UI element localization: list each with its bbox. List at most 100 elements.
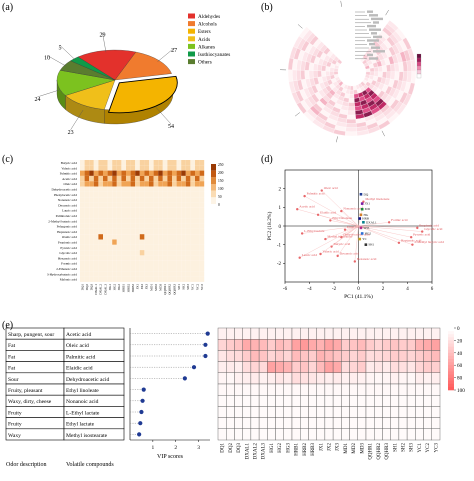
heat-cell bbox=[84, 207, 90, 213]
heat-cell bbox=[300, 350, 309, 362]
heat-cell bbox=[199, 160, 205, 166]
heat-cell bbox=[116, 276, 122, 282]
heat-column-label: SH3 bbox=[410, 443, 415, 452]
heat-cell bbox=[431, 327, 441, 340]
heat-cell bbox=[195, 165, 200, 171]
heat-cell bbox=[89, 228, 94, 235]
heat-cell bbox=[93, 255, 99, 261]
heat-cell bbox=[135, 160, 140, 166]
column-label: QQHR3 bbox=[172, 284, 176, 295]
heat-cell bbox=[84, 228, 90, 235]
heat-cell bbox=[226, 383, 235, 396]
colorbar-cell bbox=[448, 343, 454, 347]
heat-cell bbox=[190, 160, 195, 166]
heat-cell bbox=[80, 186, 85, 192]
heat-cell bbox=[423, 350, 432, 362]
heat-cell bbox=[242, 394, 252, 407]
heat-cell bbox=[121, 223, 126, 229]
heat-cell bbox=[217, 417, 227, 429]
heat-cell bbox=[308, 361, 317, 373]
heat-cell bbox=[258, 339, 268, 351]
heat-cell bbox=[332, 361, 342, 373]
heat-cell bbox=[167, 266, 172, 272]
heat-cell bbox=[349, 428, 358, 441]
heat-cell bbox=[126, 266, 131, 272]
compound-label: Pyruvic acid bbox=[413, 233, 430, 237]
heat-cell bbox=[98, 239, 103, 245]
heat-cell bbox=[341, 361, 350, 373]
heat-cell bbox=[158, 255, 163, 261]
heat-cell bbox=[406, 339, 416, 351]
heat-cell bbox=[195, 191, 200, 198]
odor-text: Waxy bbox=[8, 433, 21, 439]
heat-cell bbox=[112, 260, 117, 266]
ring-cell bbox=[377, 71, 383, 78]
heat-cell bbox=[107, 244, 113, 251]
heat-cell bbox=[185, 260, 191, 266]
heat-cell bbox=[167, 202, 172, 208]
heat-cell bbox=[139, 207, 145, 213]
heat-cell bbox=[116, 228, 122, 235]
heat-cell bbox=[234, 394, 243, 407]
column-label: JX2 bbox=[140, 284, 144, 290]
heat-cell bbox=[316, 428, 326, 441]
heat-cell bbox=[93, 213, 99, 219]
heat-cell bbox=[112, 250, 117, 256]
heat-cell bbox=[365, 417, 375, 429]
compound-label-mark bbox=[367, 24, 376, 28]
heat-cell bbox=[242, 327, 252, 340]
heat-cell bbox=[135, 186, 140, 192]
heat-cell bbox=[283, 383, 293, 396]
heat-cell bbox=[324, 339, 334, 351]
heat-cell bbox=[93, 244, 99, 251]
heat-cell bbox=[291, 428, 301, 441]
heat-cell bbox=[107, 170, 113, 176]
heat-cell bbox=[139, 223, 145, 229]
heat-cell bbox=[135, 255, 140, 261]
heat-cell bbox=[84, 260, 90, 266]
heat-cell bbox=[415, 339, 424, 351]
heat-cell bbox=[181, 276, 186, 282]
pie-leader-line bbox=[102, 32, 107, 53]
heat-cell bbox=[98, 255, 103, 261]
heat-cell bbox=[103, 191, 108, 198]
heat-cell bbox=[89, 218, 94, 224]
heat-cell bbox=[217, 394, 227, 407]
heat-cell bbox=[139, 202, 145, 208]
heat-cell bbox=[181, 266, 186, 272]
heat-cell bbox=[190, 239, 195, 245]
heat-cell bbox=[167, 165, 172, 171]
pca-biplot: -6 -4 -2 0 2 4 6 2 1 0 -1 -2 PC1 (41.1%) PC2 (18.2%) P… bbox=[266, 169, 444, 300]
heat-cell bbox=[176, 244, 182, 251]
heat-cell bbox=[162, 223, 168, 229]
heat-cell bbox=[80, 244, 85, 251]
heat-cell bbox=[167, 207, 172, 213]
heat-cell bbox=[190, 250, 195, 256]
heat-column-label: HG1 bbox=[270, 443, 275, 453]
heat-cell bbox=[172, 276, 177, 282]
ring-cell bbox=[377, 65, 383, 72]
heat-cell bbox=[112, 202, 117, 208]
heat-cell bbox=[217, 361, 227, 373]
heat-cell bbox=[195, 175, 200, 182]
heat-cell bbox=[149, 160, 154, 166]
heat-cell bbox=[185, 175, 191, 182]
heat-cell bbox=[98, 271, 103, 277]
heat-cell bbox=[103, 170, 108, 176]
heat-cell bbox=[423, 406, 432, 418]
heat-cell bbox=[357, 372, 367, 385]
heat-cell bbox=[357, 406, 367, 418]
heat-cell bbox=[80, 175, 85, 182]
heat-cell bbox=[172, 234, 177, 240]
heat-cell bbox=[267, 361, 276, 373]
heat-cell bbox=[176, 218, 182, 224]
sample-point bbox=[358, 217, 362, 220]
heat-cell bbox=[116, 170, 122, 176]
compound-point bbox=[324, 237, 327, 241]
ring-cell bbox=[329, 71, 335, 76]
heat-cell bbox=[80, 197, 85, 203]
y-tick-label: 0 bbox=[279, 225, 282, 230]
heat-cell bbox=[190, 197, 195, 203]
heat-cell bbox=[332, 417, 342, 429]
heat-cell bbox=[130, 186, 136, 192]
